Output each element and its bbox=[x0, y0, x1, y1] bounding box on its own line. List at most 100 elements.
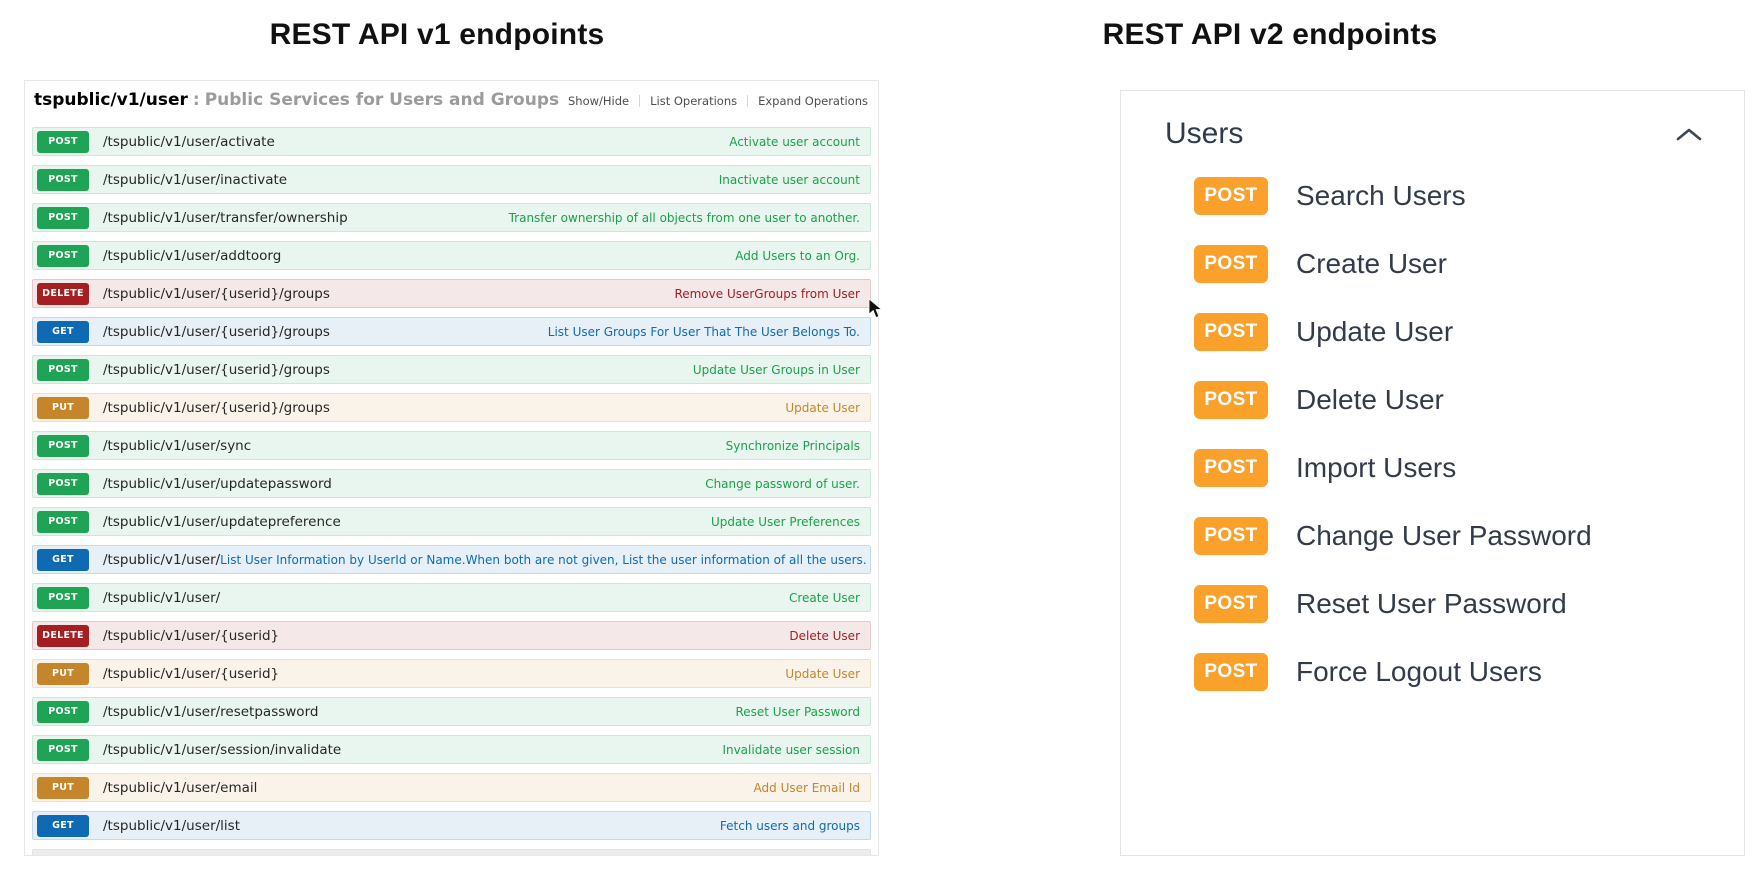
endpoint-row[interactable]: POST Reset User Password bbox=[1194, 585, 1744, 623]
endpoint-row[interactable]: POST /tspublic/v1/user/activate Activate… bbox=[32, 127, 871, 156]
endpoint-row[interactable]: POST Create User bbox=[1194, 245, 1744, 283]
endpoint-row[interactable]: POST /tspublic/v1/user/addtoorg Add User… bbox=[32, 241, 871, 270]
endpoint-path[interactable]: /tspublic/v1/user/resetpassword bbox=[103, 703, 319, 720]
endpoint-label: Delete User bbox=[1296, 384, 1444, 415]
endpoint-description[interactable]: Fetch users and groups bbox=[719, 818, 860, 833]
endpoint-path[interactable]: /tspublic/v1/user/ bbox=[103, 551, 221, 568]
endpoint-description[interactable]: Reset User Password bbox=[735, 704, 860, 719]
v1-header-actions: Show/Hide List Operations Expand Operati… bbox=[568, 94, 868, 108]
endpoint-description[interactable]: Add Users to an Org. bbox=[735, 248, 860, 263]
endpoint-path[interactable]: /tspublic/v1/user/email bbox=[103, 779, 258, 796]
endpoint-label: Search Users bbox=[1296, 180, 1466, 211]
endpoint-description[interactable]: Transfer ownership of all objects from o… bbox=[508, 210, 860, 225]
endpoint-row[interactable]: POST Import Users bbox=[1194, 449, 1744, 487]
endpoint-description[interactable]: List User Information by UserId or Name.… bbox=[220, 552, 867, 567]
method-badge: POST bbox=[37, 130, 89, 153]
v1-title: REST API v1 endpoints bbox=[269, 18, 605, 51]
endpoint-row[interactable]: POST /tspublic/v1/user/session/invalidat… bbox=[32, 735, 871, 764]
method-badge: POST bbox=[37, 206, 89, 229]
endpoint-row[interactable]: POST Update User bbox=[1194, 313, 1744, 351]
endpoint-description[interactable]: Remove UserGroups from User bbox=[674, 286, 860, 301]
endpoint-row[interactable]: POST Search Users bbox=[1194, 177, 1744, 215]
endpoint-description[interactable]: Add User Email Id bbox=[753, 780, 860, 795]
method-badge: POST bbox=[1194, 313, 1268, 351]
method-badge: POST bbox=[1194, 449, 1268, 487]
endpoint-row[interactable]: POST /tspublic/v1/user/sync Synchronize … bbox=[32, 431, 871, 460]
endpoint-row[interactable]: PUT /tspublic/v1/user/email Add User Ema… bbox=[32, 773, 871, 802]
endpoint-description[interactable]: Inactivate user account bbox=[718, 172, 860, 187]
endpoint-path[interactable]: /tspublic/v1/user/transfer/ownership bbox=[103, 209, 348, 226]
endpoint-path[interactable]: /tspublic/v1/user/addtoorg bbox=[103, 247, 282, 264]
method-badge: POST bbox=[37, 586, 89, 609]
endpoint-label: Update User bbox=[1296, 316, 1454, 347]
method-badge: PUT bbox=[37, 396, 89, 419]
v1-resource-separator: : bbox=[192, 90, 200, 110]
method-badge: POST bbox=[1194, 245, 1268, 283]
endpoint-row[interactable]: DELETE /tspublic/v1/user/{userid} Delete… bbox=[32, 621, 871, 650]
endpoint-description[interactable]: Invalidate user session bbox=[722, 742, 860, 757]
endpoint-description[interactable]: Update User Groups in User bbox=[692, 362, 860, 377]
endpoint-path[interactable]: /tspublic/v1/user/{userid} bbox=[103, 665, 280, 682]
endpoint-row[interactable]: POST /tspublic/v1/user/ Create User bbox=[32, 583, 871, 612]
endpoint-description[interactable]: Create User bbox=[788, 590, 860, 605]
method-badge: DELETE bbox=[37, 624, 89, 647]
endpoint-row[interactable]: GET /tspublic/v1/user/{userid}/groups Li… bbox=[32, 317, 871, 346]
endpoint-row[interactable]: POST /tspublic/v1/user/resetpassword Res… bbox=[32, 697, 871, 726]
endpoint-description[interactable]: List User Groups For User That The User … bbox=[547, 324, 860, 339]
endpoint-label: Reset User Password bbox=[1296, 588, 1567, 619]
endpoint-row[interactable]: POST /tspublic/v1/user/updatepreference … bbox=[32, 507, 871, 536]
endpoint-row[interactable]: GET /tspublic/v1/user/ List User Informa… bbox=[32, 545, 871, 574]
endpoint-row[interactable]: POST Delete User bbox=[1194, 381, 1744, 419]
endpoint-description[interactable]: Activate user account bbox=[729, 134, 860, 149]
endpoint-path[interactable]: /tspublic/v1/user/{userid}/groups bbox=[103, 285, 330, 302]
endpoint-path[interactable]: /tspublic/v1/user/ bbox=[103, 589, 221, 606]
v2-panel: Users POST Search Users POST Create User… bbox=[1120, 90, 1745, 856]
method-badge: POST bbox=[37, 168, 89, 191]
mouse-cursor bbox=[868, 298, 883, 319]
v1-resource-name[interactable]: tspublic/v1/user bbox=[34, 90, 188, 110]
endpoint-label: Force Logout Users bbox=[1296, 656, 1542, 687]
endpoint-row[interactable]: POST /tspublic/v1/user/transfer/ownershi… bbox=[32, 203, 871, 232]
endpoint-row[interactable]: POST Change User Password bbox=[1194, 517, 1744, 555]
endpoint-path[interactable]: /tspublic/v1/user/list bbox=[103, 817, 240, 834]
v2-section-title: Users bbox=[1165, 117, 1244, 150]
method-badge: POST bbox=[37, 510, 89, 533]
method-badge: GET bbox=[37, 320, 89, 343]
endpoint-path[interactable]: /tspublic/v1/user/inactivate bbox=[103, 171, 288, 188]
endpoint-description[interactable]: Synchronize Principals bbox=[725, 438, 860, 453]
endpoint-row[interactable]: GET /tspublic/v1/user/list Fetch users a… bbox=[32, 811, 871, 840]
endpoint-path[interactable]: /tspublic/v1/user/session/invalidate bbox=[103, 741, 342, 758]
method-badge: DELETE bbox=[37, 282, 89, 305]
endpoint-description[interactable]: Change password of user. bbox=[705, 476, 860, 491]
show-hide-link[interactable]: Show/Hide bbox=[568, 94, 630, 108]
endpoint-path[interactable]: /tspublic/v1/user/activate bbox=[103, 133, 275, 150]
endpoint-path[interactable]: /tspublic/v1/user/{userid}/groups bbox=[103, 399, 330, 416]
endpoint-path[interactable]: /tspublic/v1/user/{userid}/groups bbox=[103, 361, 330, 378]
endpoint-description[interactable]: Update User bbox=[785, 400, 860, 415]
endpoint-row[interactable]: DELETE /tspublic/v1/user/{userid}/groups… bbox=[32, 279, 871, 308]
endpoint-row[interactable]: POST /tspublic/v1/user/inactivate Inacti… bbox=[32, 165, 871, 194]
endpoint-label: Change User Password bbox=[1296, 520, 1592, 551]
endpoint-row[interactable]: POST Force Logout Users bbox=[1194, 653, 1744, 691]
v2-title: REST API v2 endpoints bbox=[1102, 18, 1438, 51]
v1-resource-heading: tspublic/v1/user: Public Services for Use… bbox=[34, 90, 559, 110]
endpoint-path[interactable]: /tspublic/v1/user/{userid}/groups bbox=[103, 323, 330, 340]
list-operations-link[interactable]: List Operations bbox=[650, 94, 738, 108]
endpoint-row[interactable]: PUT /tspublic/v1/user/{userid}/groups Up… bbox=[32, 393, 871, 422]
endpoint-path[interactable]: /tspublic/v1/user/updatepreference bbox=[103, 513, 341, 530]
chevron-up-icon[interactable] bbox=[1676, 127, 1702, 142]
endpoint-description[interactable]: Update User Preferences bbox=[710, 514, 860, 529]
endpoint-path[interactable]: /tspublic/v1/user/{userid} bbox=[103, 627, 280, 644]
expand-operations-link[interactable]: Expand Operations bbox=[758, 94, 868, 108]
endpoint-label: Create User bbox=[1296, 248, 1447, 279]
endpoint-path[interactable]: /tspublic/v1/user/sync bbox=[103, 437, 252, 454]
endpoint-row[interactable]: POST /tspublic/v1/user/updatepassword Ch… bbox=[32, 469, 871, 498]
endpoint-description[interactable]: Delete User bbox=[789, 628, 860, 643]
method-badge: POST bbox=[37, 358, 89, 381]
endpoint-description[interactable]: Update User bbox=[785, 666, 860, 681]
endpoint-row[interactable]: POST /tspublic/v1/user/{userid}/groups U… bbox=[32, 355, 871, 384]
v1-endpoint-list: POST /tspublic/v1/user/activate Activate… bbox=[25, 117, 878, 840]
endpoint-path[interactable]: /tspublic/v1/user/updatepassword bbox=[103, 475, 332, 492]
endpoint-row[interactable]: PUT /tspublic/v1/user/{userid} Update Us… bbox=[32, 659, 871, 688]
